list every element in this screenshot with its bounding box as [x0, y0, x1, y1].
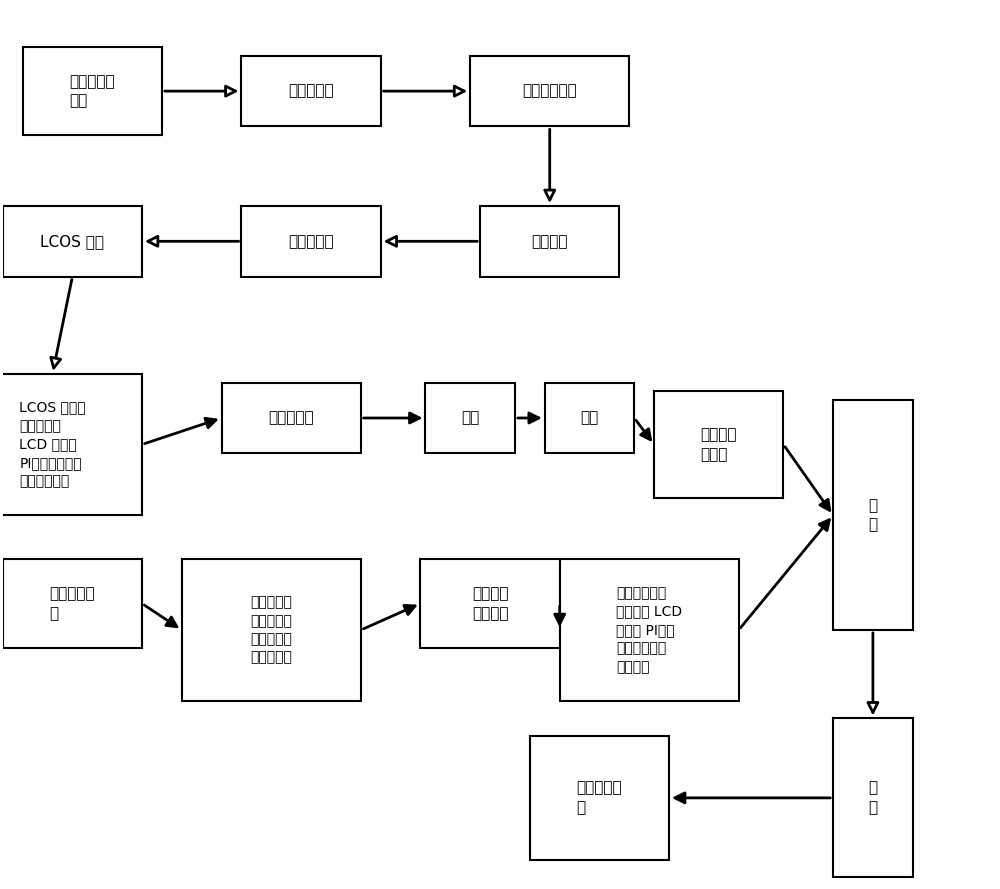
Text: 制作平坦化层: 制作平坦化层 — [522, 84, 577, 99]
FancyBboxPatch shape — [425, 382, 515, 453]
FancyBboxPatch shape — [833, 718, 913, 877]
Text: LCOS 硅基沉
底按传统的
LCD 液晶涂
PI、摩擦工艺形
成液晶取向层: LCOS 硅基沉 底按传统的 LCD 液晶涂 PI、摩擦工艺形 成液晶取向层 — [19, 401, 86, 488]
FancyBboxPatch shape — [23, 47, 162, 135]
Text: 化学抛光: 化学抛光 — [531, 234, 568, 249]
Text: 制作遮光层: 制作遮光层 — [288, 84, 334, 99]
FancyBboxPatch shape — [545, 382, 634, 453]
FancyBboxPatch shape — [0, 373, 142, 516]
Text: 成
盒: 成 盒 — [868, 781, 877, 815]
FancyBboxPatch shape — [480, 206, 619, 276]
FancyBboxPatch shape — [560, 559, 739, 701]
FancyBboxPatch shape — [3, 206, 142, 276]
Text: 灌注液晶材
料: 灌注液晶材 料 — [577, 781, 622, 815]
FancyBboxPatch shape — [241, 206, 381, 276]
FancyBboxPatch shape — [241, 56, 381, 126]
FancyBboxPatch shape — [182, 559, 361, 701]
Text: 石墨烯膜
超薄玻璃: 石墨烯膜 超薄玻璃 — [472, 586, 508, 621]
FancyBboxPatch shape — [222, 382, 361, 453]
Text: 刻蚀: 刻蚀 — [580, 411, 599, 426]
FancyBboxPatch shape — [530, 736, 669, 860]
Text: 含纳米柱
的硅基: 含纳米柱 的硅基 — [701, 427, 737, 462]
FancyBboxPatch shape — [833, 400, 913, 630]
FancyBboxPatch shape — [3, 559, 142, 648]
Text: 对
盒: 对 盒 — [868, 498, 877, 533]
Text: 原子沉积和
激光脉冲诱
导的方式制
作石墨烯膜: 原子沉积和 激光脉冲诱 导的方式制 作石墨烯膜 — [250, 596, 292, 665]
Text: LCOS 硅基: LCOS 硅基 — [40, 234, 104, 249]
Text: 石墨烯膜玻璃
按传统的 LCD
液晶涂 PI、摩
擦工艺形成液
晶取向层: 石墨烯膜玻璃 按传统的 LCD 液晶涂 PI、摩 擦工艺形成液 晶取向层 — [616, 586, 682, 674]
FancyBboxPatch shape — [420, 559, 560, 648]
Text: 光刻: 光刻 — [461, 411, 479, 426]
FancyBboxPatch shape — [654, 391, 783, 498]
FancyBboxPatch shape — [470, 56, 629, 126]
Text: 超薄平板玻
璃: 超薄平板玻 璃 — [50, 586, 95, 621]
Text: 蒸镀反光层: 蒸镀反光层 — [288, 234, 334, 249]
Text: 制作纳米膜: 制作纳米膜 — [268, 411, 314, 426]
Text: 集成电路硅
基片: 集成电路硅 基片 — [69, 74, 115, 108]
